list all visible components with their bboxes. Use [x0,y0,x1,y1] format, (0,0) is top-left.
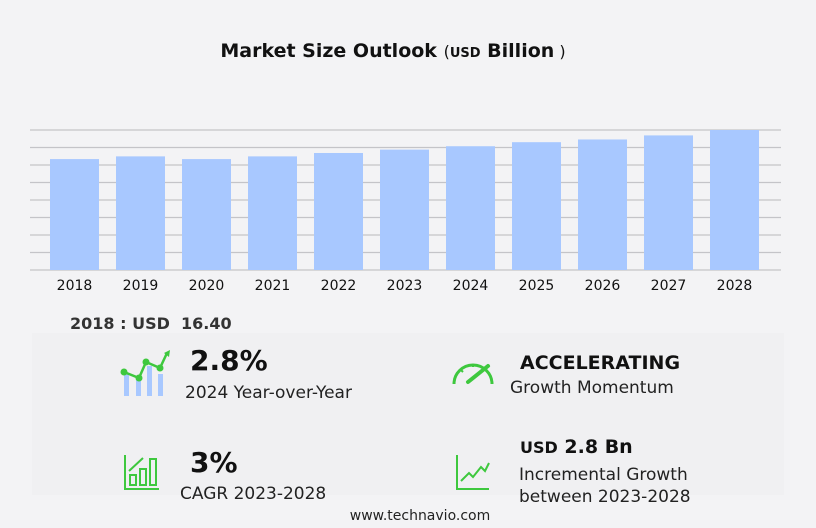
title-text: Market Size Outlook [220,40,437,62]
x-tick-label: 2018 [57,278,93,294]
bar-2018 [50,159,99,270]
bar-2025 [512,142,561,270]
bar-2023 [380,149,429,270]
yoy-value: 2.8% [190,344,268,377]
x-tick-label: 2019 [123,278,159,294]
x-tick-label: 2028 [717,278,753,294]
bar-growth-icon [124,455,159,490]
incremental-value: USD 2.8 Bn [520,436,633,458]
yoy-label: 2024 Year-over-Year [185,383,352,403]
title-unit: USD [449,46,481,61]
x-tick-label: 2022 [321,278,357,294]
footer-url[interactable]: www.technavio.com [349,508,491,524]
bar-2027 [644,135,693,270]
bar-2019 [116,156,165,270]
bar-2020 [182,159,231,270]
growth-chart-icon [120,350,170,396]
trend-line-icon [456,455,490,490]
bar-2028 [710,130,759,270]
x-tick-label: 2021 [255,278,291,294]
bar-2022 [314,152,363,270]
bar-2026 [578,139,627,270]
cagr-value: 3% [190,446,238,479]
x-tick-label: 2027 [651,278,687,294]
x-tick-label: 2026 [585,278,621,294]
momentum-label: Growth Momentum [510,378,674,398]
first-year-value: 2018 : USD 16.40 [70,314,232,333]
bar-chart: 2018 2019 2020 2021 2022 2023 2024 2025 2026 2027… [30,129,781,294]
stats-panel [32,333,784,495]
speedometer-icon [452,363,494,385]
bar-2021 [248,156,297,270]
incremental-label-1: Incremental Growth [519,465,688,485]
bar-2024 [446,146,495,270]
momentum-value: ACCELERATING [520,352,681,374]
incremental-label-2: between 2023-2028 [519,487,691,507]
chart-title: Market Size Outlook (USD Billion ) [220,40,566,62]
x-tick-label: 2023 [387,278,423,294]
x-tick-label: 2020 [189,278,225,294]
title-unit-word: Billion [487,40,555,62]
x-tick-label: 2025 [519,278,555,294]
x-tick-label: 2024 [453,278,489,294]
cagr-label: CAGR 2023-2028 [180,484,327,504]
